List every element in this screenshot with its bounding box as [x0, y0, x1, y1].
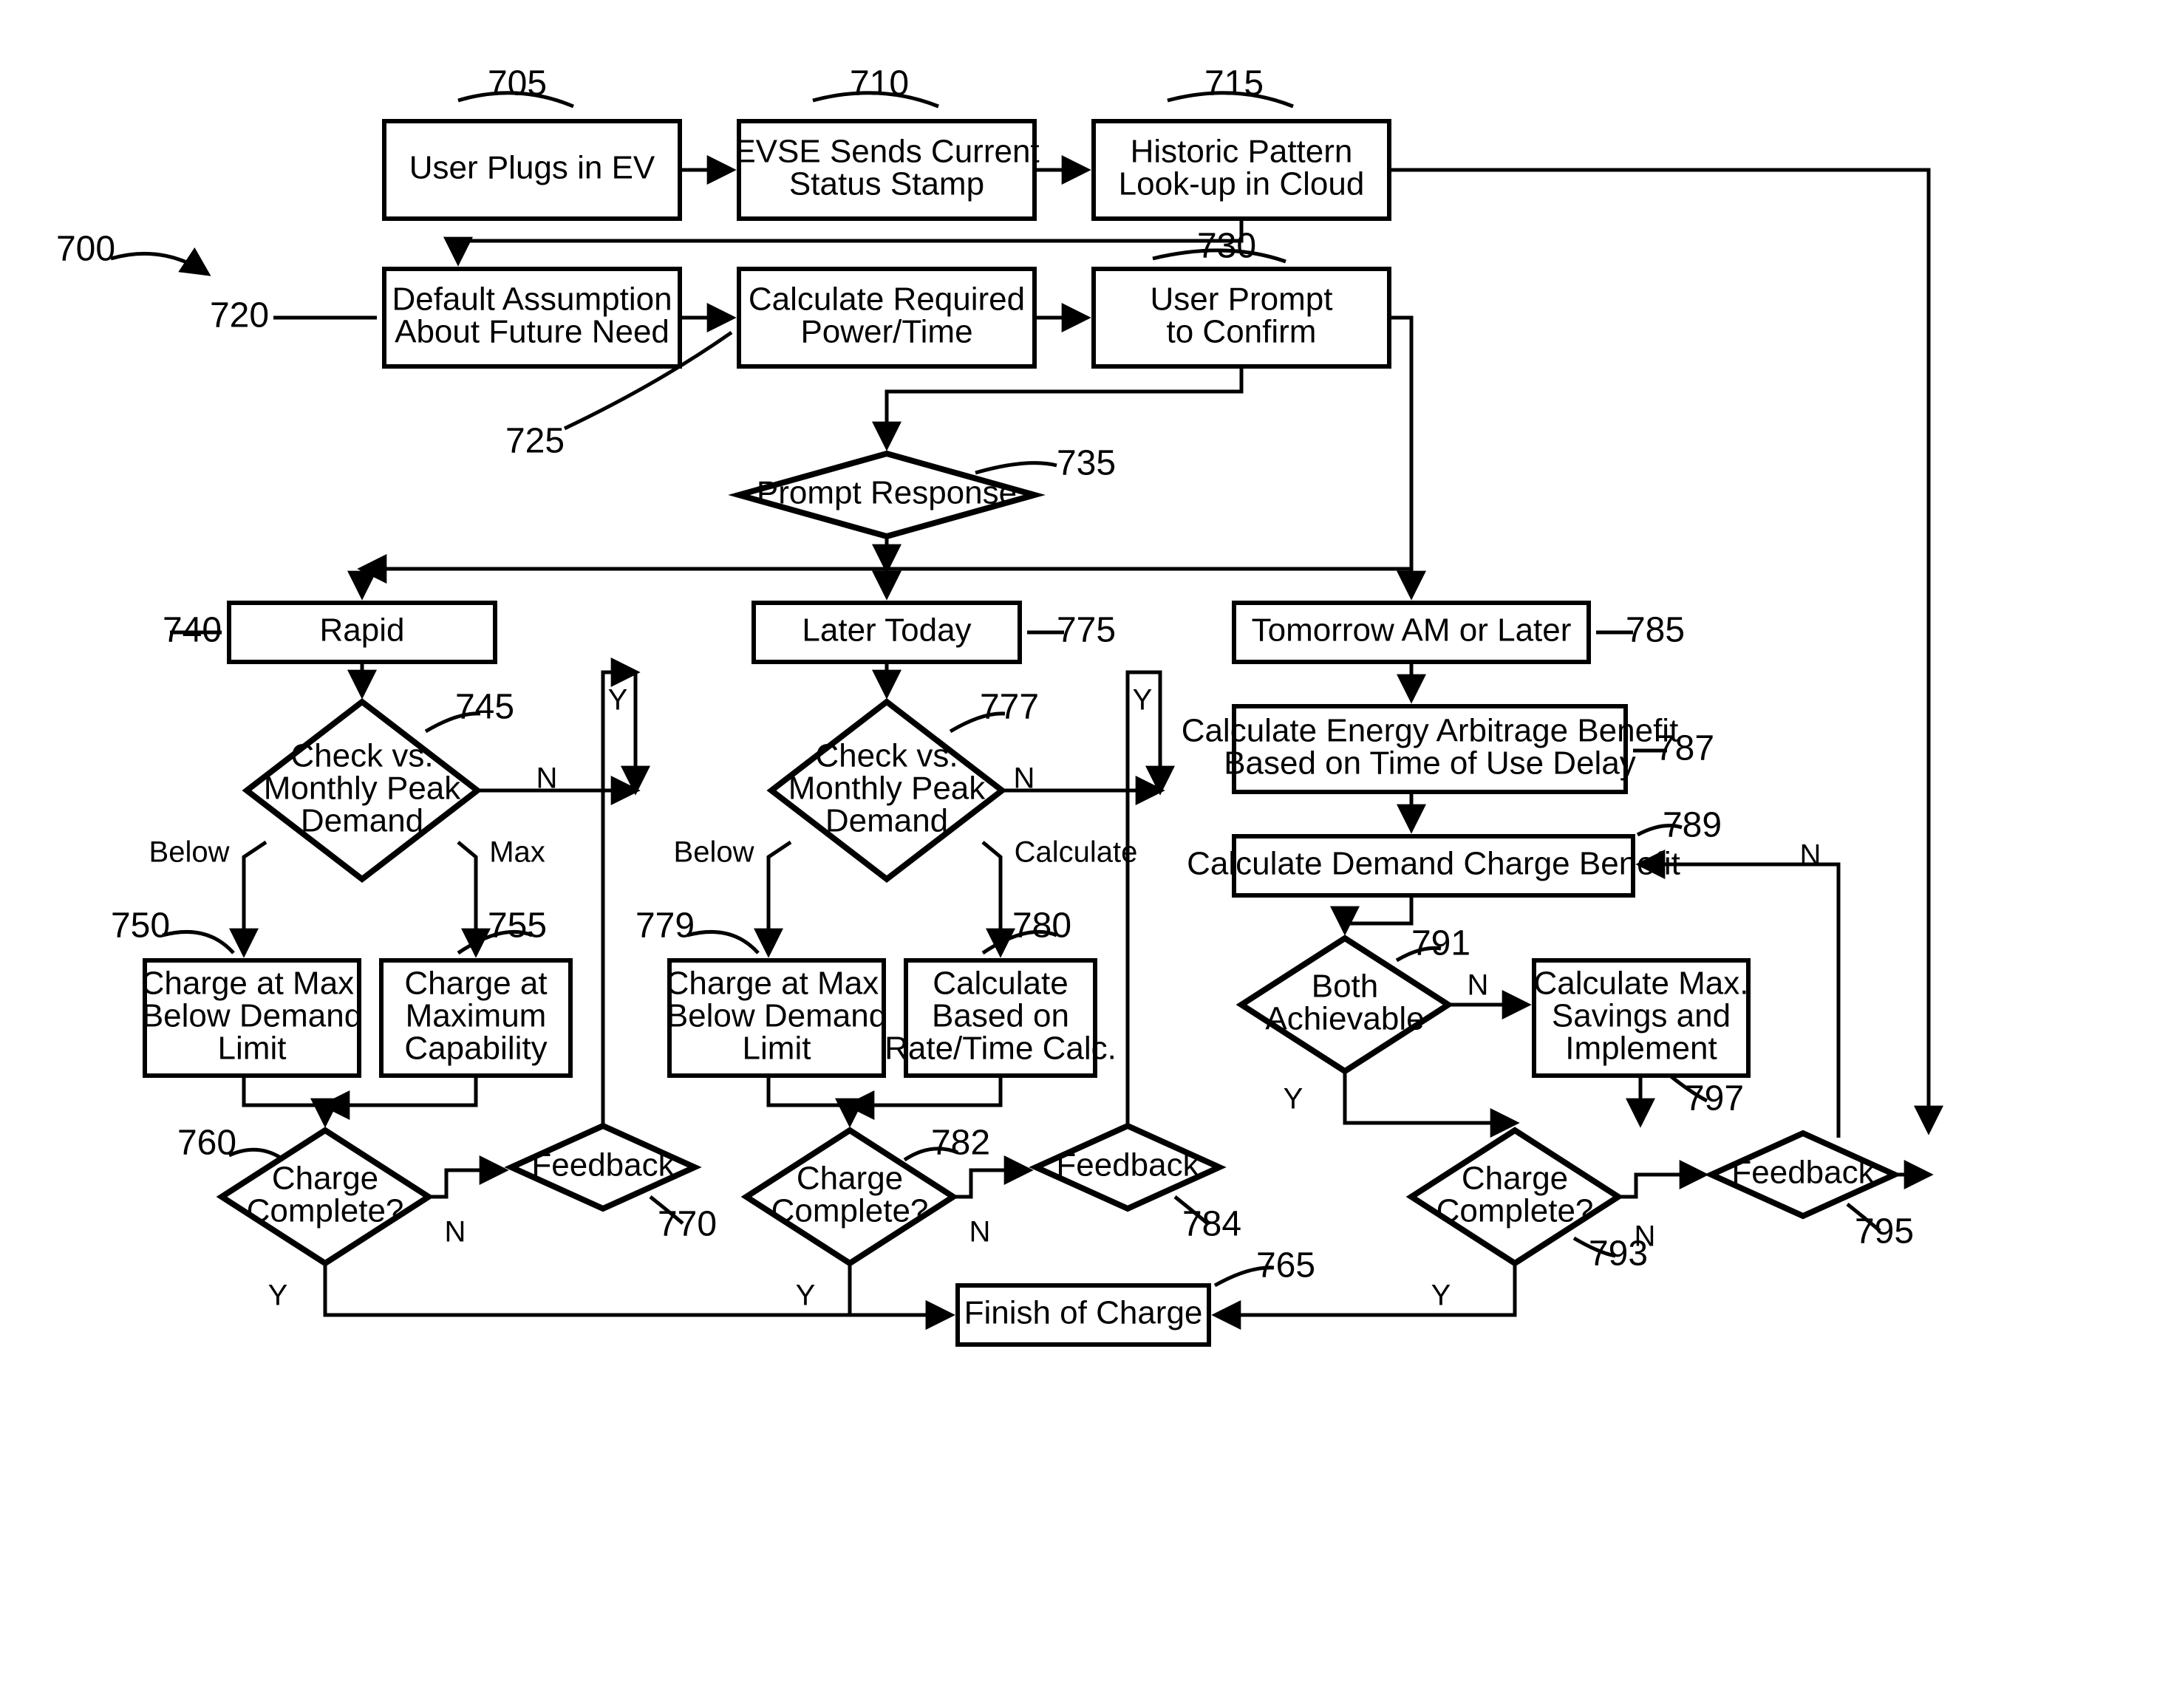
ref-782: 782 — [931, 1124, 990, 1163]
n779-label: Below Demand — [667, 998, 887, 1034]
n793-label: Charge — [1462, 1161, 1568, 1197]
n785-label: Tomorrow AM or Later — [1252, 612, 1572, 649]
n791-label: Achievable — [1265, 1001, 1424, 1037]
n777-label: Monthly Peak — [788, 771, 986, 807]
edge-label: Y — [608, 684, 628, 717]
n797-label: Implement — [1565, 1031, 1717, 1067]
n715-label: Historic Pattern — [1131, 134, 1353, 170]
n720-label: Default Assumption — [392, 281, 672, 318]
n745-label: Monthly Peak — [264, 771, 462, 807]
ref-720: 720 — [210, 296, 269, 335]
edge-label: Y — [1431, 1280, 1451, 1312]
ref-745: 745 — [455, 688, 514, 727]
n777-label: Demand — [825, 803, 948, 839]
n710-label: Status Stamp — [789, 166, 984, 202]
n789-label: Calculate Demand Charge Benefit — [1187, 846, 1680, 882]
n750-label: Limit — [218, 1031, 287, 1067]
n730-label: to Confirm — [1167, 314, 1317, 350]
ref-797: 797 — [1685, 1079, 1744, 1118]
ref-765: 765 — [1256, 1246, 1315, 1285]
ref-735: 735 — [1057, 444, 1116, 483]
edge-label: Y — [796, 1280, 816, 1312]
ref-793: 793 — [1589, 1234, 1648, 1274]
n735-label: Prompt Response — [757, 475, 1017, 511]
n782-label: Charge — [797, 1161, 903, 1197]
n770-label: Feedback — [531, 1147, 675, 1183]
n760-label: Charge — [272, 1161, 378, 1197]
ref-795: 795 — [1855, 1212, 1914, 1251]
ref-715: 715 — [1204, 64, 1264, 103]
ref-725: 725 — [505, 422, 565, 461]
ref-750: 750 — [111, 906, 170, 946]
ref-784: 784 — [1182, 1205, 1241, 1244]
ref-777: 777 — [980, 688, 1039, 727]
ref-789: 789 — [1663, 806, 1722, 845]
n797-label: Calculate Max. — [1533, 966, 1748, 1002]
n710-label: EVSE Sends Current — [734, 134, 1039, 170]
n791-label: Both — [1312, 969, 1379, 1005]
n780-label: Calculate — [933, 966, 1068, 1002]
ref-775: 775 — [1057, 611, 1116, 650]
ref-785: 785 — [1626, 611, 1685, 650]
ref-730: 730 — [1197, 227, 1256, 266]
edge-label: N — [536, 762, 558, 795]
ref-755: 755 — [488, 906, 547, 946]
edge-label: Y — [1133, 684, 1153, 717]
n787-label: Based on Time of Use Delay — [1224, 745, 1636, 782]
n787-label: Calculate Energy Arbitrage Benefit — [1182, 713, 1679, 749]
n730-label: User Prompt — [1151, 281, 1333, 318]
n750-label: Charge at Max. — [141, 966, 364, 1002]
edge-label: Calculate — [1015, 836, 1138, 869]
n720-label: About Future Need — [395, 314, 669, 350]
edge-label: Below — [674, 836, 754, 869]
n725-label: Power/Time — [800, 314, 972, 350]
edge-label: N — [1468, 969, 1489, 1002]
n780-label: Based on — [932, 998, 1069, 1034]
n755-label: Charge at — [404, 966, 547, 1002]
ref-770: 770 — [658, 1205, 717, 1244]
n705-label: User Plugs in EV — [409, 150, 655, 186]
ref-779: 779 — [635, 906, 695, 946]
n779-label: Limit — [743, 1031, 811, 1067]
edge-label: N — [969, 1216, 991, 1248]
n777-label: Check vs. — [815, 738, 958, 774]
edge-label: Y — [1284, 1083, 1303, 1116]
n797-label: Savings and — [1552, 998, 1731, 1034]
edge-label: Y — [268, 1280, 288, 1312]
edge-label: N — [445, 1216, 466, 1248]
n715-label: Look-up in Cloud — [1119, 166, 1365, 202]
n795-label: Feedback — [1731, 1155, 1875, 1191]
edge-label: N — [1014, 762, 1035, 795]
ref-791: 791 — [1411, 924, 1470, 963]
edge-label: Below — [149, 836, 230, 869]
n740-label: Rapid — [320, 612, 405, 649]
n765-label: Finish of Charge — [964, 1295, 1203, 1331]
n793-label: Complete? — [1436, 1193, 1594, 1229]
figure-ref: 700 — [56, 230, 115, 269]
ref-760: 760 — [177, 1124, 236, 1163]
flowchart: User Plugs in EV EVSE Sends CurrentStatus… — [0, 0, 2171, 1708]
edge-label: Max — [489, 836, 545, 869]
n782-label: Complete? — [771, 1193, 929, 1229]
ref-787: 787 — [1655, 729, 1714, 768]
n750-label: Below Demand — [142, 998, 362, 1034]
n775-label: Later Today — [802, 612, 971, 649]
n745-label: Demand — [301, 803, 423, 839]
ref-740: 740 — [163, 611, 222, 650]
n780-label: Rate/Time Calc. — [885, 1031, 1117, 1067]
n760-label: Complete? — [247, 1193, 404, 1229]
n755-label: Maximum — [406, 998, 547, 1034]
n779-label: Charge at Max. — [666, 966, 888, 1002]
n755-label: Capability — [404, 1031, 547, 1067]
ref-705: 705 — [488, 64, 547, 103]
n784-label: Feedback — [1056, 1147, 1199, 1183]
ref-710: 710 — [850, 64, 909, 103]
ref-780: 780 — [1012, 906, 1071, 946]
edge-label: N — [1800, 839, 1821, 872]
n725-label: Calculate Required — [749, 281, 1025, 318]
n745-label: Check vs. — [290, 738, 433, 774]
